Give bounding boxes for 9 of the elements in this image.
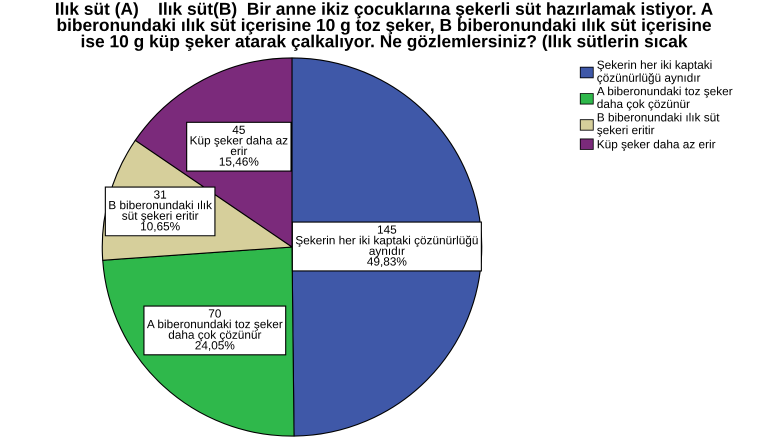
- data-label: 145 Şekerin her iki kaptaki çözünürlüğü aynıdır 49,83%: [296, 225, 478, 268]
- legend-label: Şekerin her iki kaptaki çözünürlüğü aynıdır: [597, 60, 712, 84]
- data-label: 31 B biberonundaki ılık süt şekeri eritir 10,65%: [109, 190, 212, 232]
- legend-label: B biberonundaki ılık süt şekeri eritir: [597, 112, 720, 137]
- data-label: 45 Küp şeker daha az erir 15,46%: [190, 126, 288, 168]
- legend-label: Küp şeker daha az erir: [598, 140, 716, 151]
- chart-title: Ilık süt (A) Ilık süt(B) Bir anne ikiz çocuklarına şekerli süt hazırlamak istiyor. A biberonundaki ılık süt içerisine 10 g toz şeker, B biberonundaki ılık süt içerisine ise 10 g küp şeker atarak çalkalıyor. Ne gözlemlersiniz? (Ilık sütlerin sıcak: [56, 2, 713, 51]
- data-label: 70 A biberonundaki toz şeker daha çok çözünür 24,05%: [146, 309, 283, 351]
- legend-label: A biberonundaki toz şeker daha çok çözünür: [596, 86, 732, 110]
